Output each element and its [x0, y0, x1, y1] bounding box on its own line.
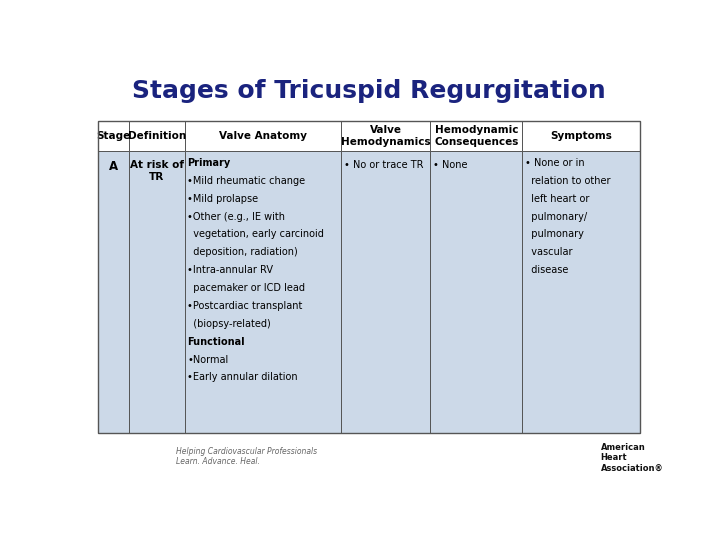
Text: At risk of
TR: At risk of TR — [130, 160, 184, 181]
FancyBboxPatch shape — [99, 121, 129, 151]
FancyBboxPatch shape — [523, 151, 639, 433]
FancyBboxPatch shape — [431, 151, 523, 433]
Text: A: A — [109, 160, 118, 173]
Text: • None: • None — [433, 160, 468, 170]
Text: Functional: Functional — [187, 337, 245, 347]
Text: vascular: vascular — [526, 247, 572, 258]
FancyBboxPatch shape — [99, 151, 129, 433]
FancyBboxPatch shape — [129, 121, 185, 151]
Text: •Intra-annular RV: •Intra-annular RV — [187, 265, 273, 275]
Text: •Early annular dilation: •Early annular dilation — [187, 373, 297, 382]
Text: •Normal: •Normal — [187, 355, 228, 365]
Text: relation to other: relation to other — [526, 176, 611, 186]
FancyBboxPatch shape — [341, 121, 431, 151]
Text: Helping Cardiovascular Professionals
Learn. Advance. Heal.: Helping Cardiovascular Professionals Lea… — [176, 447, 318, 466]
Text: left heart or: left heart or — [526, 194, 590, 204]
FancyBboxPatch shape — [523, 121, 639, 151]
Text: American
Heart
Association®: American Heart Association® — [600, 443, 663, 472]
Text: •Mild rheumatic change: •Mild rheumatic change — [187, 176, 305, 186]
FancyBboxPatch shape — [431, 121, 523, 151]
Text: • No or trace TR: • No or trace TR — [344, 160, 423, 170]
Text: •Other (e.g., IE with: •Other (e.g., IE with — [187, 212, 285, 221]
Text: Primary: Primary — [187, 158, 230, 168]
Text: pacemaker or ICD lead: pacemaker or ICD lead — [187, 283, 305, 293]
FancyBboxPatch shape — [185, 121, 341, 151]
Text: Stages of Tricuspid Regurgitation: Stages of Tricuspid Regurgitation — [132, 79, 606, 103]
Text: (biopsy-related): (biopsy-related) — [187, 319, 271, 329]
Text: Valve Anatomy: Valve Anatomy — [219, 131, 307, 141]
Text: vegetation, early carcinoid: vegetation, early carcinoid — [187, 230, 324, 239]
Text: disease: disease — [526, 265, 569, 275]
Text: Valve
Hemodynamics: Valve Hemodynamics — [341, 125, 431, 147]
Text: •Postcardiac transplant: •Postcardiac transplant — [187, 301, 302, 311]
Text: Definition: Definition — [128, 131, 186, 141]
Text: Hemodynamic
Consequences: Hemodynamic Consequences — [434, 125, 518, 147]
Text: Stage: Stage — [96, 131, 131, 141]
Text: deposition, radiation): deposition, radiation) — [187, 247, 298, 258]
Text: pulmonary/: pulmonary/ — [526, 212, 588, 221]
FancyBboxPatch shape — [129, 151, 185, 433]
FancyBboxPatch shape — [341, 151, 431, 433]
Text: Symptoms: Symptoms — [550, 131, 612, 141]
FancyBboxPatch shape — [185, 151, 341, 433]
Text: • None or in: • None or in — [526, 158, 585, 168]
Text: •Mild prolapse: •Mild prolapse — [187, 194, 258, 204]
Text: pulmonary: pulmonary — [526, 230, 584, 239]
